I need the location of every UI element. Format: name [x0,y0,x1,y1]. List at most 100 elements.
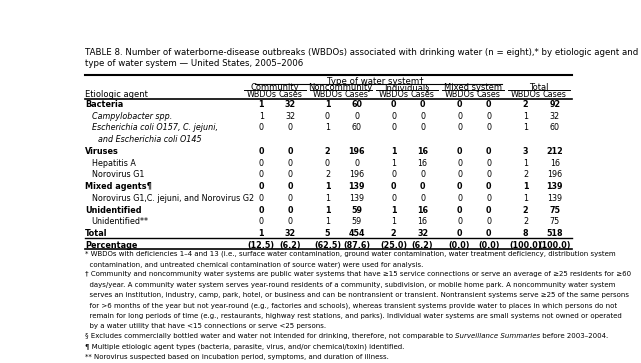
Text: 0: 0 [457,123,462,132]
Text: 0: 0 [420,112,425,121]
Text: 0: 0 [288,182,293,191]
Text: 1: 1 [391,217,396,227]
Text: † Community and noncommunity water systems are public water systems that have ≥1: † Community and noncommunity water syste… [85,272,631,277]
Text: 16: 16 [550,159,560,168]
Text: 16: 16 [417,206,428,215]
Text: Mixed system: Mixed system [444,83,502,92]
Text: 0: 0 [288,123,293,132]
Text: 0: 0 [259,182,264,191]
Text: Cases: Cases [411,90,435,99]
Text: 0: 0 [457,206,462,215]
Text: Community: Community [250,83,299,92]
Text: 60: 60 [351,123,362,132]
Text: (87.6): (87.6) [343,241,370,250]
Text: Etiologic agent: Etiologic agent [85,90,148,99]
Text: 0: 0 [288,217,293,227]
Text: Cases: Cases [345,90,369,99]
Text: before 2003–2004.: before 2003–2004. [540,333,609,339]
Text: 2: 2 [391,229,396,238]
Text: 0: 0 [391,112,396,121]
Text: 0: 0 [259,194,264,203]
Text: 0: 0 [457,217,462,227]
Text: 1: 1 [523,112,528,121]
Text: 1: 1 [523,159,528,168]
Text: Hepatitis A: Hepatitis A [92,159,135,168]
Text: Campylobacter spp.: Campylobacter spp. [92,112,172,121]
Text: Noncommunity: Noncommunity [308,83,373,92]
Text: (0.0): (0.0) [478,241,499,250]
Text: 0: 0 [354,112,359,121]
Text: 92: 92 [549,100,560,109]
Text: 60: 60 [351,100,362,109]
Text: WBDOs: WBDOs [312,90,342,99]
Text: 60: 60 [550,123,560,132]
Text: 1: 1 [259,229,264,238]
Text: 0: 0 [259,217,264,227]
Text: 16: 16 [418,159,428,168]
Text: 1: 1 [325,217,330,227]
Text: Type of water system†: Type of water system† [327,77,423,86]
Text: 0: 0 [288,194,293,203]
Text: 0: 0 [486,171,491,179]
Text: 59: 59 [351,217,362,227]
Text: 0: 0 [420,194,425,203]
Text: 0: 0 [420,123,425,132]
Text: 454: 454 [348,229,365,238]
Text: by a water utility that have <15 connections or serve <25 persons.: by a water utility that have <15 connect… [85,323,326,329]
Text: Cases: Cases [477,90,501,99]
Text: Surveillance Summaries: Surveillance Summaries [455,333,540,339]
Text: (12.5): (12.5) [248,241,275,250]
Text: 2: 2 [325,171,330,179]
Text: Cases: Cases [543,90,567,99]
Text: 0: 0 [457,182,462,191]
Text: 0: 0 [259,123,264,132]
Text: 1: 1 [259,100,264,109]
Text: WBDOs: WBDOs [511,90,540,99]
Text: 3: 3 [523,147,528,156]
Text: 1: 1 [325,123,330,132]
Text: 0: 0 [288,159,293,168]
Text: days/year. A community water system serves year-round residents of a community, : days/year. A community water system serv… [85,282,615,288]
Text: 0: 0 [391,194,396,203]
Text: 212: 212 [546,147,563,156]
Text: ** Norovirus suspected based on incubation period, symptoms, and duration of ill: ** Norovirus suspected based on incubati… [85,354,389,360]
Text: Mixed agents¶: Mixed agents¶ [85,182,152,191]
Text: (100.0): (100.0) [538,241,571,250]
Text: 0: 0 [391,171,396,179]
Text: serves an institution, industry, camp, park, hotel, or business and can be nontr: serves an institution, industry, camp, p… [85,292,629,298]
Text: 1: 1 [325,206,330,215]
Text: Norovirus G1: Norovirus G1 [92,171,144,179]
Text: 0: 0 [391,123,396,132]
Text: 1: 1 [523,123,528,132]
Text: 1: 1 [523,194,528,203]
Text: Individual§: Individual§ [384,83,429,92]
Text: * WBDOs with deficiencies 1–4 and 13 (i.e., surface water contamination, ground : * WBDOs with deficiencies 1–4 and 13 (i.… [85,251,616,257]
Text: (6.2): (6.2) [412,241,433,250]
Text: 2: 2 [523,206,528,215]
Text: (0.0): (0.0) [449,241,470,250]
Text: 1: 1 [325,100,330,109]
Text: 0: 0 [486,229,492,238]
Text: 0: 0 [288,171,293,179]
Text: 0: 0 [457,159,462,168]
Text: 2: 2 [523,171,528,179]
Text: 0: 0 [457,112,462,121]
Text: 0: 0 [457,100,462,109]
Text: 1: 1 [325,194,330,203]
Text: Unidentified**: Unidentified** [92,217,149,227]
Text: 0: 0 [486,147,492,156]
Text: Norovirus G1,C. jejuni, and Norovirus G2: Norovirus G1,C. jejuni, and Norovirus G2 [92,194,254,203]
Text: 196: 196 [348,147,365,156]
Text: 0: 0 [486,206,492,215]
Text: remain for long periods of time (e.g., restaurants, highway rest stations, and p: remain for long periods of time (e.g., r… [85,313,622,319]
Text: 0: 0 [259,147,264,156]
Text: 0: 0 [457,171,462,179]
Text: (25.0): (25.0) [380,241,407,250]
Text: Cases: Cases [279,90,303,99]
Text: 0: 0 [420,182,426,191]
Text: 0: 0 [288,147,293,156]
Text: 32: 32 [417,229,428,238]
Text: 0: 0 [325,112,330,121]
Text: 0: 0 [457,194,462,203]
Text: WBDOs: WBDOs [445,90,474,99]
